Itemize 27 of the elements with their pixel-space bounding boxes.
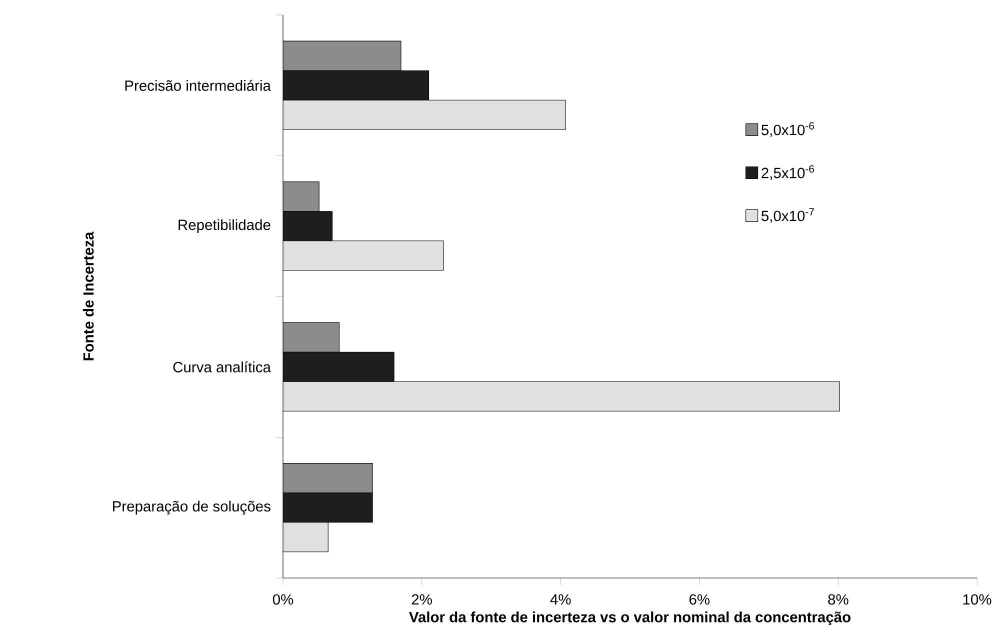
legend-label: 5,0x10$^{-6}$ bbox=[762, 122, 814, 137]
bar bbox=[283, 352, 394, 382]
y-tick-label: Precisão intermediária bbox=[125, 80, 271, 91]
bar bbox=[283, 322, 340, 352]
bar bbox=[283, 211, 333, 242]
x-tick-label: 10% bbox=[963, 594, 992, 605]
x-tick-label: 6% bbox=[689, 594, 710, 605]
bar bbox=[283, 40, 402, 71]
y-axis-title: Fonte de Incerteza bbox=[82, 232, 94, 360]
y-tick-label: Curva analítica bbox=[173, 361, 271, 372]
bar bbox=[283, 70, 430, 100]
bar bbox=[283, 182, 320, 212]
x-tick-label: 8% bbox=[828, 594, 848, 605]
bar bbox=[283, 100, 566, 130]
legend-label: 2,5x10$^{-6}$ bbox=[762, 165, 814, 180]
bar bbox=[283, 381, 840, 412]
bar bbox=[283, 522, 328, 552]
x-tick-label: 4% bbox=[550, 594, 571, 605]
bar bbox=[283, 463, 373, 494]
legend-label: 5,0x10$^{-7}$ bbox=[762, 208, 814, 223]
bar bbox=[283, 240, 444, 271]
bar bbox=[283, 492, 373, 523]
y-tick-label: Preparação de soluções bbox=[113, 500, 270, 515]
x-axis-title: Valor da fonte de incerteza vs o valor nominal da concentração bbox=[409, 612, 850, 625]
x-tick-label: 2% bbox=[412, 594, 432, 605]
x-tick-label: 0% bbox=[272, 594, 294, 605]
y-tick-label: Repetibilidade bbox=[178, 219, 270, 234]
